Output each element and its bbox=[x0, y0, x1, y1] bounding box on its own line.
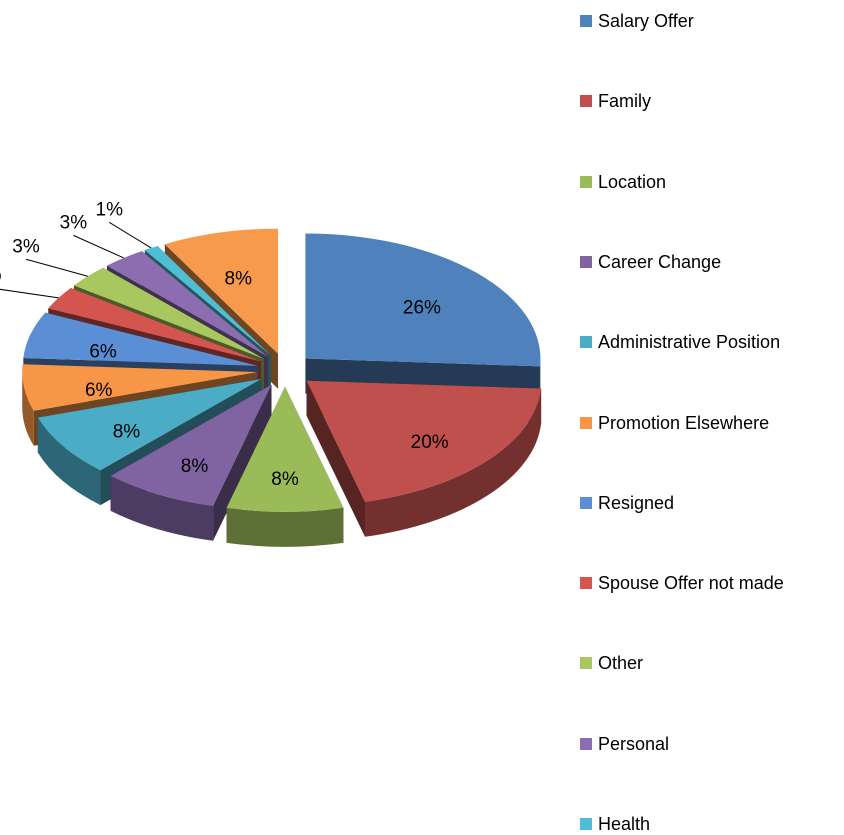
slice-top bbox=[23, 312, 258, 366]
slice-wall bbox=[226, 507, 344, 547]
slice-side bbox=[306, 380, 366, 537]
data-label: 8% bbox=[113, 422, 141, 443]
slice-top bbox=[37, 379, 262, 471]
data-label: 6% bbox=[85, 380, 113, 401]
legend-swatch bbox=[580, 15, 592, 27]
data-label: 3% bbox=[12, 236, 40, 257]
legend-label: Family bbox=[598, 91, 651, 112]
legend-label: Salary Offer bbox=[598, 11, 694, 31]
legend-swatch bbox=[580, 416, 592, 429]
legend-item: Spouse Offer not made bbox=[580, 567, 788, 599]
slice-top bbox=[306, 380, 542, 502]
slice-wall bbox=[110, 475, 214, 541]
legend-swatch bbox=[580, 175, 592, 188]
legend-label: Administrative Position bbox=[598, 332, 781, 353]
slice bbox=[226, 386, 344, 547]
legend-label: Location bbox=[598, 171, 667, 192]
legend-item: Health bbox=[580, 808, 788, 835]
leader-line bbox=[73, 234, 125, 259]
legend-label: Personal bbox=[598, 733, 670, 754]
legend-item: Administrative Position bbox=[580, 326, 788, 358]
chart: 26%20%8%8%8%6%6%3%3%3%1%8% bbox=[0, 199, 542, 547]
legend-swatch bbox=[580, 336, 592, 349]
data-label: 8% bbox=[225, 268, 253, 289]
slice bbox=[306, 380, 542, 537]
data-label: 8% bbox=[181, 456, 209, 477]
legend-item: Resigned bbox=[580, 487, 788, 519]
legend-swatch bbox=[580, 95, 592, 108]
slice-wall bbox=[22, 372, 34, 446]
legend-swatch bbox=[580, 818, 592, 830]
legend-label: Promotion Elsewhere bbox=[598, 412, 770, 433]
legend-item: Location bbox=[580, 166, 788, 198]
legend-item: Career Change bbox=[580, 246, 788, 278]
data-label: 20% bbox=[411, 432, 449, 453]
data-label: 8% bbox=[271, 469, 299, 490]
slice bbox=[110, 384, 272, 541]
legend-swatch bbox=[580, 496, 592, 509]
legend-label: Other bbox=[598, 653, 644, 674]
legend-swatch bbox=[580, 577, 592, 590]
slice-top bbox=[164, 228, 279, 354]
legend-item: Promotion Elsewhere bbox=[580, 407, 788, 439]
slice-top bbox=[144, 246, 271, 356]
data-label: 6% bbox=[89, 342, 117, 363]
slice-top bbox=[110, 384, 272, 506]
legend-label: Resigned bbox=[598, 492, 675, 513]
slice-top bbox=[22, 364, 258, 411]
legend-swatch bbox=[580, 255, 592, 268]
leader-line bbox=[0, 288, 59, 299]
legend-item: Other bbox=[580, 647, 788, 679]
slice-top bbox=[226, 386, 344, 512]
slice-top bbox=[48, 287, 261, 362]
data-label: 3% bbox=[60, 212, 88, 233]
leader-line bbox=[25, 258, 88, 277]
slice-wall bbox=[37, 417, 101, 506]
legend-label: Career Change bbox=[598, 251, 722, 272]
slice-top bbox=[73, 267, 264, 359]
legend-label: Health bbox=[598, 814, 651, 834]
legend-swatch bbox=[580, 737, 592, 750]
legend-item: Family bbox=[580, 85, 788, 117]
legend-swatch bbox=[580, 657, 592, 670]
data-label: 26% bbox=[403, 297, 441, 318]
legend-item: Personal bbox=[580, 728, 788, 760]
data-label: 3% bbox=[0, 265, 2, 286]
slice-top bbox=[305, 233, 541, 367]
slice-top bbox=[106, 251, 268, 357]
legend-item: Salary Offer bbox=[580, 5, 788, 37]
legend-label: Spouse Offer not made bbox=[598, 573, 784, 594]
slice-wall bbox=[365, 388, 542, 537]
leader-line bbox=[108, 221, 152, 249]
data-label: 1% bbox=[96, 199, 124, 220]
